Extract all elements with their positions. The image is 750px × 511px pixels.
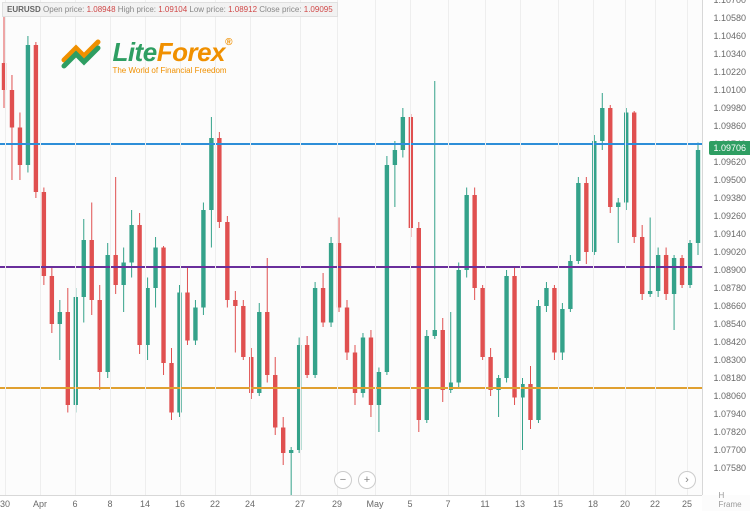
y-axis-label: 1.08540: [713, 319, 746, 329]
close-value: 1.09095: [304, 5, 333, 14]
x-axis-label: 14: [140, 499, 150, 509]
x-axis-label: 27: [295, 499, 305, 509]
y-axis-label: 1.10580: [713, 13, 746, 23]
x-axis-label: 30: [0, 499, 10, 509]
open-label: Open price:: [43, 5, 84, 14]
open-value: 1.08948: [87, 5, 116, 14]
y-axis-label: 1.08060: [713, 391, 746, 401]
y-axis-label: 1.09140: [713, 229, 746, 239]
x-axis-label: 5: [407, 499, 412, 509]
logo-lite: Lite: [112, 37, 156, 67]
x-axis-label: Apr: [33, 499, 47, 509]
y-axis-label: 1.09260: [713, 211, 746, 221]
x-axis-label: 25: [682, 499, 692, 509]
x-axis-label: 20: [620, 499, 630, 509]
y-axis-label: 1.07580: [713, 463, 746, 473]
low-label: Low price:: [189, 5, 225, 14]
x-axis-label: 7: [445, 499, 450, 509]
logo-registered: ®: [225, 37, 232, 48]
close-label: Close price:: [259, 5, 301, 14]
x-axis-label: 18: [588, 499, 598, 509]
horizontal-line[interactable]: [0, 387, 702, 389]
y-axis-label: 1.10340: [713, 49, 746, 59]
y-axis-label: 1.07700: [713, 445, 746, 455]
low-value: 1.08912: [228, 5, 257, 14]
x-axis-label: 6: [72, 499, 77, 509]
y-axis-label: 1.09980: [713, 103, 746, 113]
horizontal-line[interactable]: [0, 143, 702, 145]
x-axis-label: May: [366, 499, 383, 509]
y-axis-label: 1.08660: [713, 301, 746, 311]
x-axis-label: 16: [175, 499, 185, 509]
chart-container: EURUSD Open price: 1.08948 High price: 1…: [0, 0, 750, 511]
x-axis-label: 29: [332, 499, 342, 509]
y-axis-label: 1.10100: [713, 85, 746, 95]
logo-tagline: The World of Financial Freedom: [112, 66, 231, 75]
high-label: High price:: [118, 5, 156, 14]
y-axis-label: 1.09500: [713, 175, 746, 185]
x-axis-label: 15: [553, 499, 563, 509]
x-axis-sublabel: H Frame: [718, 491, 741, 509]
y-axis-label: 1.09380: [713, 193, 746, 203]
x-axis: 30Apr68141622242729May5711131518202225H …: [0, 495, 702, 511]
horizontal-line[interactable]: [0, 266, 702, 268]
high-value: 1.09104: [158, 5, 187, 14]
y-axis-label: 1.08180: [713, 373, 746, 383]
logo-text: LiteForex® The World of Financial Freedo…: [112, 37, 231, 75]
x-axis-label: 22: [650, 499, 660, 509]
y-axis-label: 1.10700: [713, 0, 746, 5]
y-axis-label: 1.10220: [713, 67, 746, 77]
y-axis-label: 1.07820: [713, 427, 746, 437]
y-axis-label: 1.07940: [713, 409, 746, 419]
ohlc-info-bar: EURUSD Open price: 1.08948 High price: 1…: [2, 2, 338, 17]
y-axis-label: 1.08300: [713, 355, 746, 365]
logo-icon: [58, 30, 104, 81]
y-axis: 1.07580 1.07700 1.07820 1.07940 1.08060 1.081…: [702, 0, 750, 495]
y-axis-label: 1.08420: [713, 337, 746, 347]
x-axis-label: 13: [515, 499, 525, 509]
logo-main: LiteForex®: [112, 37, 231, 67]
zoom-out-button[interactable]: −: [334, 471, 352, 489]
brand-logo: LiteForex® The World of Financial Freedo…: [58, 30, 232, 81]
current-price-tag: 1.09706: [709, 141, 750, 155]
x-axis-label: 11: [480, 499, 489, 509]
x-axis-label: 22: [210, 499, 220, 509]
logo-forex: Forex: [157, 37, 225, 67]
y-axis-label: 1.08900: [713, 265, 746, 275]
symbol-label: EURUSD: [7, 5, 41, 14]
y-axis-label: 1.09860: [713, 121, 746, 131]
y-axis-label: 1.09620: [713, 157, 746, 167]
y-axis-label: 1.09020: [713, 247, 746, 257]
y-axis-label: 1.08780: [713, 283, 746, 293]
scroll-right-button[interactable]: ›: [678, 471, 696, 489]
x-axis-label: 8: [107, 499, 112, 509]
zoom-in-button[interactable]: +: [358, 471, 376, 489]
x-axis-label: 24: [245, 499, 255, 509]
y-axis-label: 1.10460: [713, 31, 746, 41]
